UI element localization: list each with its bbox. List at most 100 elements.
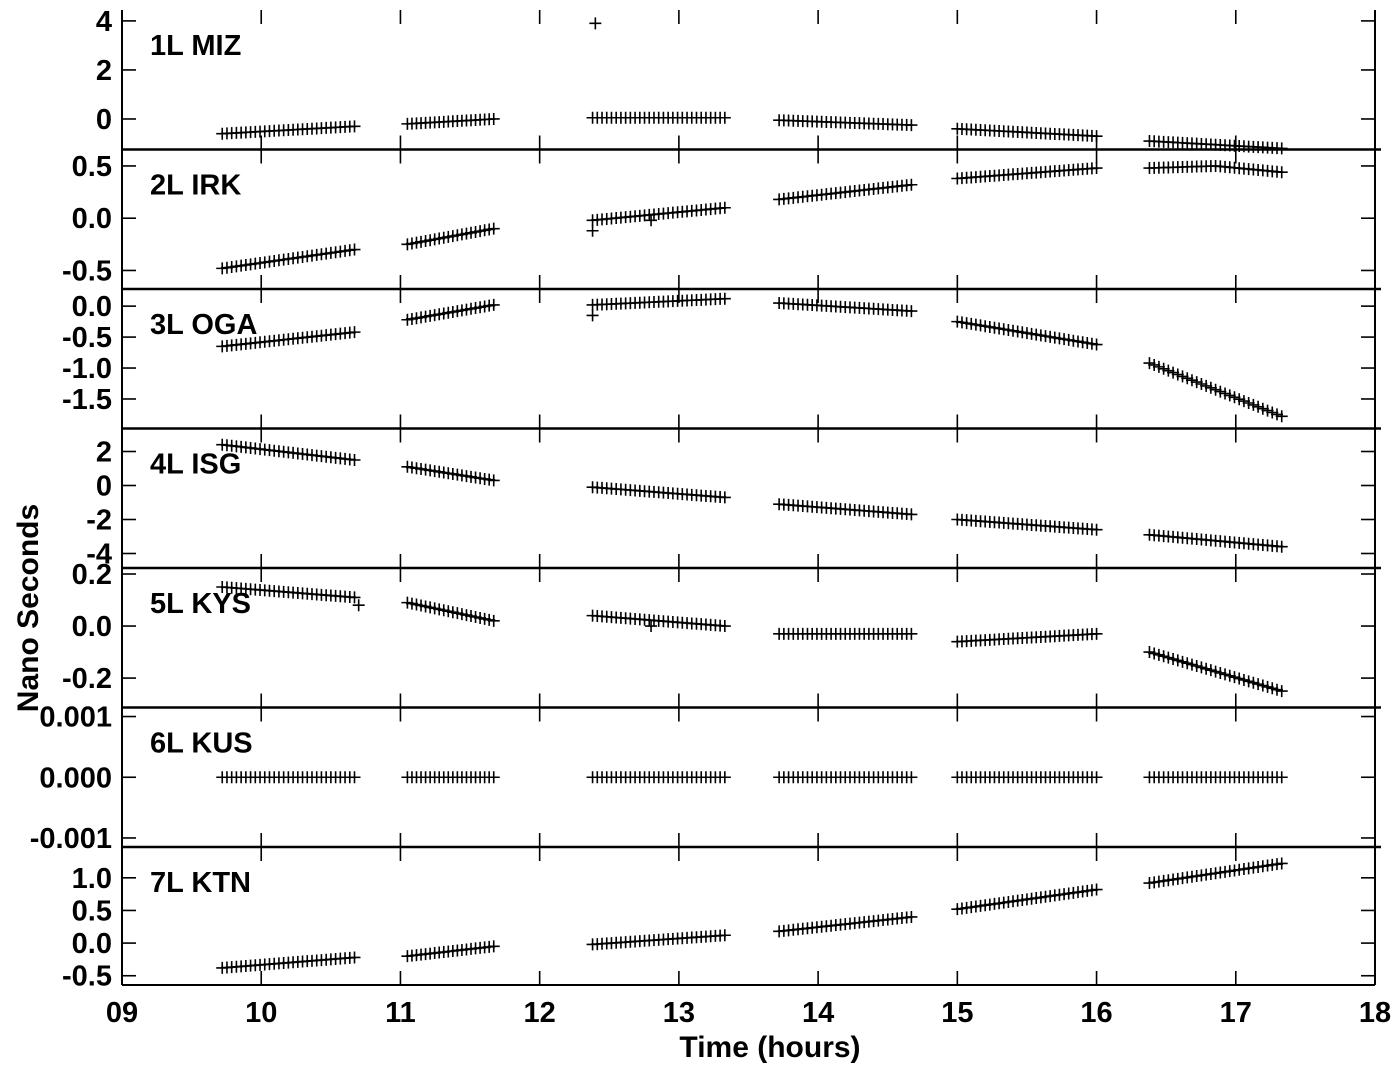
y-tick-label: -4: [86, 539, 112, 571]
data-point: [905, 910, 918, 923]
data-point-outlier: [589, 17, 602, 30]
x-tick-label: 18: [1359, 997, 1391, 1029]
data-point: [718, 201, 731, 214]
data-point: [348, 591, 361, 604]
y-tick-label: 0.001: [39, 702, 112, 734]
data-point: [1090, 627, 1103, 640]
data-point: [718, 111, 731, 124]
y-tick-label: 0.0: [72, 203, 112, 235]
data-point: [348, 771, 361, 784]
y-tick-label: -1.0: [62, 353, 112, 385]
data-point: [348, 454, 361, 466]
y-tick-label: 0.0: [72, 291, 112, 323]
data-point: [1090, 162, 1103, 175]
data-point: [1090, 771, 1103, 784]
y-tick-label: -2: [86, 505, 112, 537]
data-point-outlier: [586, 309, 599, 322]
x-axis: 09 10 11 12 13 14 15 16 17 18: [106, 984, 1391, 1029]
y-axis-title: Nano Seconds: [12, 504, 45, 712]
data-point: [905, 178, 918, 191]
data-point: [1275, 685, 1288, 698]
station-label: 2L IRK: [150, 170, 241, 202]
x-tick-label: 15: [941, 997, 973, 1029]
data-point: [905, 305, 918, 318]
data-point: [905, 508, 918, 521]
y-tick-label: 0.000: [39, 762, 112, 794]
data-point: [487, 771, 500, 784]
x-tick-label: 09: [106, 997, 138, 1029]
data-point: [1275, 771, 1288, 784]
y-tick-label: 0.5: [72, 151, 112, 183]
data-point: [487, 474, 500, 487]
data-point: [348, 243, 361, 256]
x-tick-label: 17: [1220, 997, 1252, 1029]
y-tick-label: 0.0: [72, 611, 112, 643]
panel-4: 20-2-4 4L ISG: [86, 427, 1381, 571]
y-tick-label: 0: [96, 471, 112, 503]
data-point: [348, 951, 361, 964]
station-label: 3L OGA: [150, 309, 257, 341]
data-point-outlier: [645, 214, 658, 227]
data-point: [1090, 523, 1103, 536]
data-point: [487, 298, 500, 311]
panel-3: 0.0-0.5-1.0-1.5 3L OGA: [62, 287, 1381, 429]
x-tick-label: 16: [1080, 997, 1112, 1029]
y-tick-label: -0.001: [30, 823, 112, 855]
x-tick-label: 14: [802, 997, 834, 1029]
data-point: [905, 119, 918, 132]
y-tick-label: -0.5: [62, 322, 112, 354]
y-tick-label: 0.5: [72, 895, 112, 927]
panel-1: 4 2 0 1L MIZ: [96, 6, 1376, 155]
data-point: [487, 614, 500, 627]
data-point: [905, 627, 918, 640]
data-point: [1090, 338, 1103, 351]
y-tick-label: -0.2: [62, 663, 112, 695]
panel-2: 0.5 0.0 -0.5 2L IRK: [62, 148, 1381, 289]
y-tick-label: 2: [96, 437, 112, 469]
x-tick-label: 11: [385, 997, 416, 1029]
data-point: [1275, 166, 1288, 179]
data-point-outlier: [645, 620, 658, 633]
data-point: [718, 929, 731, 942]
station-label: 6L KUS: [150, 728, 253, 760]
data-point: [718, 491, 731, 504]
x-tick-label: 12: [524, 997, 556, 1029]
y-tick-label: -1.5: [62, 384, 112, 416]
station-label: 1L MIZ: [150, 30, 241, 62]
data-point: [718, 292, 731, 305]
station-label: 4L ISG: [150, 449, 241, 481]
data-point-outlier: [352, 599, 365, 612]
data-point-outlier: [586, 224, 599, 237]
y-tick-label: 1.0: [72, 863, 112, 895]
data-point: [348, 120, 361, 133]
y-tick-label: -0.5: [62, 961, 112, 993]
x-tick-label: 10: [245, 997, 277, 1029]
y-tick-label: 4: [96, 6, 112, 38]
y-tick-label: 0.0: [72, 928, 112, 960]
data-point: [1275, 540, 1288, 553]
data-point: [718, 620, 731, 633]
data-point: [487, 940, 500, 953]
data-point: [905, 771, 918, 784]
station-label: 5L KYS: [150, 588, 251, 620]
y-tick-label: 2: [96, 55, 112, 87]
x-axis-title: Time (hours): [679, 1031, 860, 1064]
data-point: [1090, 130, 1103, 143]
data-point: [1275, 857, 1288, 870]
data-point: [718, 771, 731, 784]
station-label: 7L KTN: [150, 867, 251, 899]
panel-7: 1.00.50.0-0.5 7L KTN: [62, 845, 1381, 993]
y-tick-label: 0: [96, 104, 112, 136]
x-tick-label: 13: [663, 997, 695, 1029]
data-point: [348, 326, 361, 339]
panel-5: 0.2 0.0 -0.2 5L KYS: [62, 559, 1381, 708]
panel-6: 0.001 0.000 -0.001 6L KUS: [30, 702, 1381, 855]
data-point: [1275, 410, 1288, 423]
y-tick-label: -0.5: [62, 255, 112, 287]
data-point: [487, 112, 500, 125]
data-point: [487, 222, 500, 235]
data-point: [1090, 883, 1103, 896]
